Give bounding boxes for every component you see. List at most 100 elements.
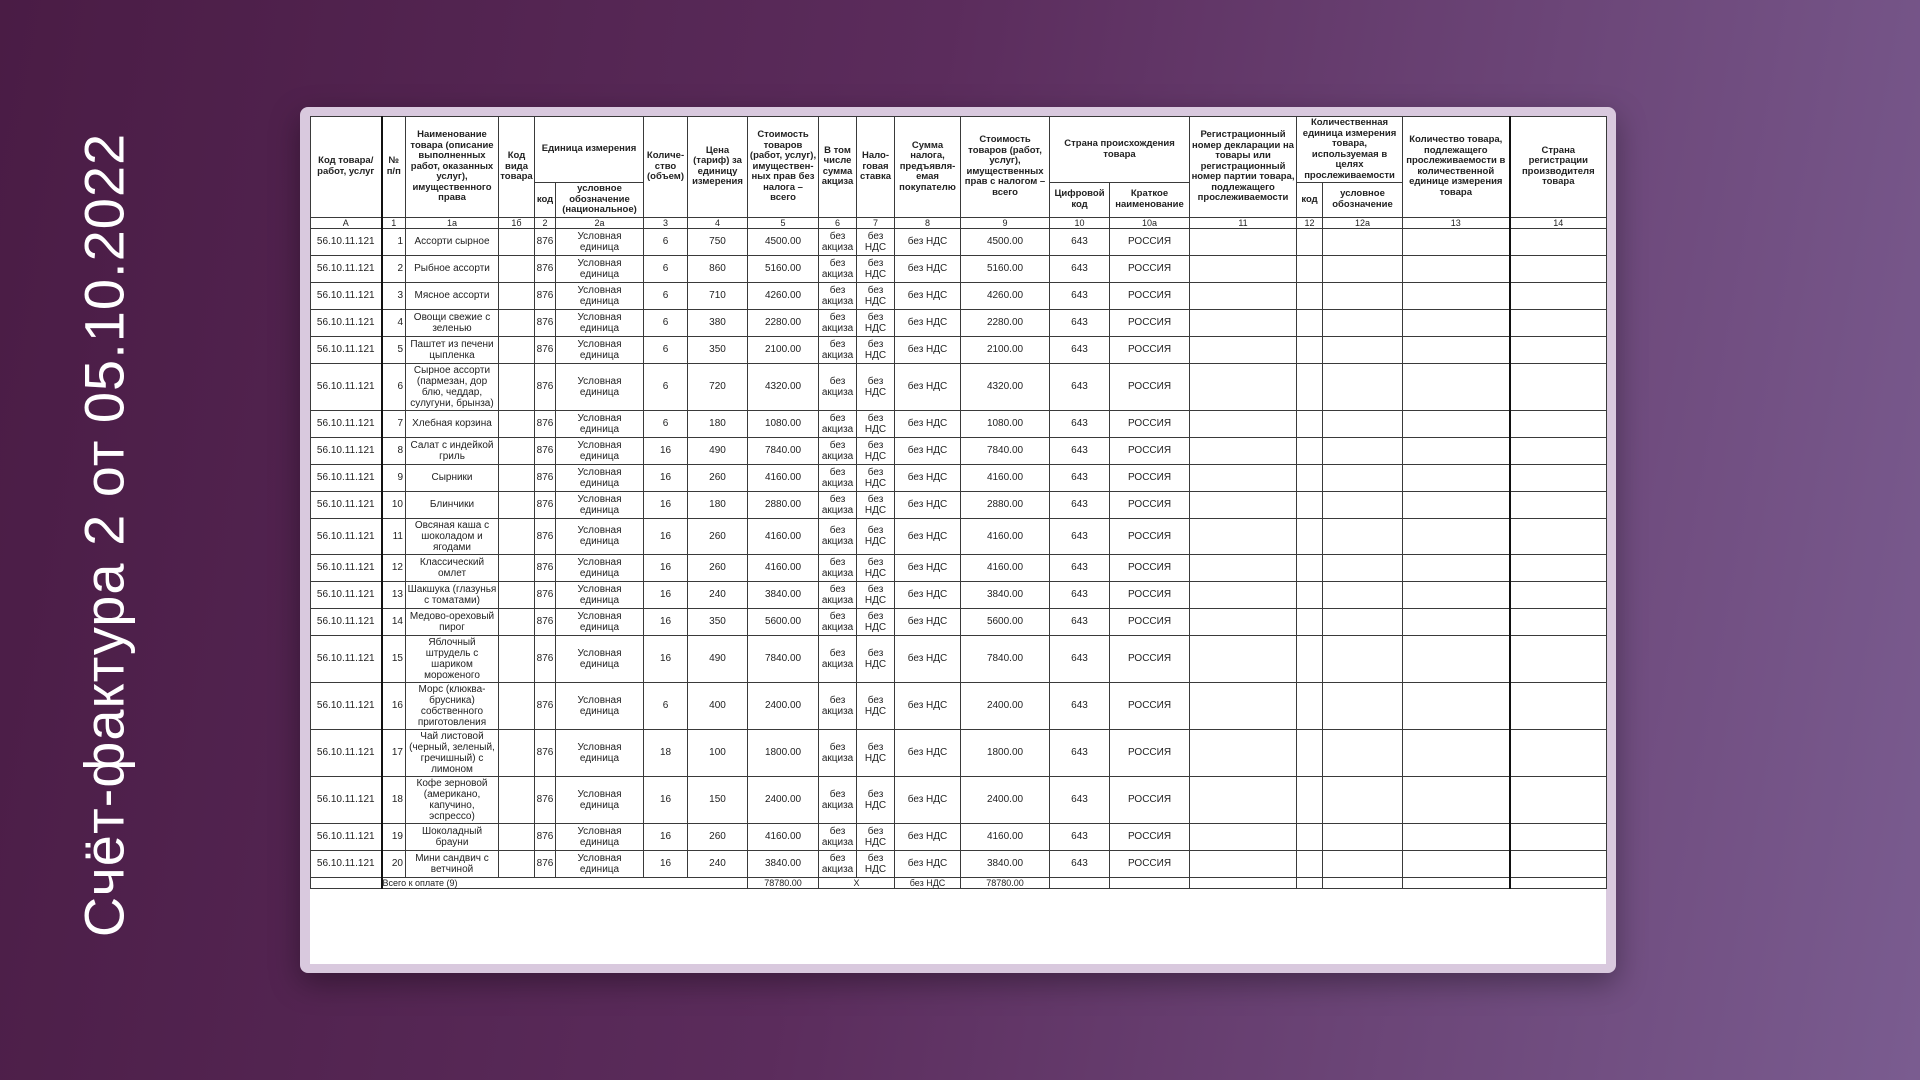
unit-name: Условная единица — [554, 822, 645, 851]
total: 7840.00 — [960, 634, 1051, 683]
trace-unit-name — [1322, 409, 1404, 438]
row-number: 6 — [380, 362, 406, 411]
price: 260 — [687, 822, 749, 851]
country-name: РОССИЯ — [1109, 463, 1191, 492]
column-number: 8 — [894, 216, 962, 229]
total-empty — [1189, 876, 1298, 889]
trace-unit-name — [1322, 436, 1404, 465]
trace-quantity — [1402, 580, 1511, 609]
kind-code — [498, 436, 535, 465]
row-number: 4 — [380, 308, 406, 337]
quantity: 6 — [643, 227, 689, 256]
unit-code: 876 — [534, 335, 556, 364]
tax-amount: без НДС — [894, 436, 962, 465]
total: 5600.00 — [960, 607, 1051, 636]
country-name: РОССИЯ — [1109, 227, 1191, 256]
total: 7840.00 — [960, 436, 1051, 465]
registration-country — [1508, 463, 1608, 492]
row-number: 9 — [380, 463, 406, 492]
trace-unit-code — [1296, 436, 1324, 465]
registration-country — [1508, 822, 1608, 851]
product-name: Кофе зерновой (американо, капучино, эспр… — [405, 775, 499, 824]
excise: без акциза — [818, 849, 858, 878]
row-number: 5 — [380, 335, 406, 364]
price: 490 — [687, 634, 749, 683]
registration-country — [1508, 254, 1608, 283]
price: 350 — [687, 607, 749, 636]
unit-code: 876 — [534, 580, 556, 609]
unit-name: Условная единица — [554, 335, 645, 364]
trace-quantity — [1402, 849, 1511, 878]
total: 2400.00 — [960, 775, 1051, 824]
header-cell: Стоимость товаров (работ, услуг), имущес… — [960, 116, 1051, 218]
tax-amount: без НДС — [894, 308, 962, 337]
cost: 2100.00 — [747, 335, 820, 364]
country-code: 643 — [1049, 490, 1111, 519]
header-cell: Количе-ство (объем) — [643, 116, 689, 218]
product-code: 56.10.11.121 — [310, 553, 382, 582]
country-name: РОССИЯ — [1109, 308, 1191, 337]
quantity: 16 — [643, 580, 689, 609]
quantity: 6 — [643, 409, 689, 438]
cost: 3840.00 — [747, 849, 820, 878]
trace-unit-name — [1322, 822, 1404, 851]
kind-code — [498, 822, 535, 851]
registration-country — [1508, 634, 1608, 683]
header-cell: Сумма налога, предъявля-емая покупателю — [894, 116, 962, 218]
kind-code — [498, 490, 535, 519]
header-cell: Код вида товара — [498, 116, 535, 218]
subheader-cell: код — [1296, 182, 1324, 218]
declaration-number — [1189, 517, 1298, 555]
total: 3840.00 — [960, 580, 1051, 609]
row-number: 1 — [380, 227, 406, 256]
cost: 3840.00 — [747, 580, 820, 609]
excise: без акциза — [818, 463, 858, 492]
registration-country — [1508, 490, 1608, 519]
column-number: 7 — [856, 216, 896, 229]
country-code: 643 — [1049, 308, 1111, 337]
unit-name: Условная единица — [554, 436, 645, 465]
registration-country — [1508, 553, 1608, 582]
header-cell: Код товара/ работ, услуг — [310, 116, 382, 218]
registration-country — [1508, 436, 1608, 465]
tax-rate: без НДС — [856, 281, 896, 310]
trace-quantity — [1402, 308, 1511, 337]
quantity: 16 — [643, 634, 689, 683]
unit-code: 876 — [534, 681, 556, 730]
trace-quantity — [1402, 463, 1511, 492]
trace-unit-name — [1322, 607, 1404, 636]
trace-quantity — [1402, 822, 1511, 851]
document-title: Счёт-фактура 2 от 05.10.2022 — [72, 132, 136, 938]
country-code: 643 — [1049, 607, 1111, 636]
country-name: РОССИЯ — [1109, 634, 1191, 683]
total: 1800.00 — [960, 728, 1051, 777]
unit-code: 876 — [534, 728, 556, 777]
row-number: 15 — [380, 634, 406, 683]
cost: 7840.00 — [747, 634, 820, 683]
excise: без акциза — [818, 308, 858, 337]
quantity: 16 — [643, 849, 689, 878]
tax-amount: без НДС — [894, 227, 962, 256]
price: 260 — [687, 553, 749, 582]
price: 260 — [687, 463, 749, 492]
product-code: 56.10.11.121 — [310, 634, 382, 683]
registration-country — [1508, 227, 1608, 256]
country-code: 643 — [1049, 463, 1111, 492]
unit-name: Условная единица — [554, 681, 645, 730]
unit-name: Условная единица — [554, 775, 645, 824]
header-cell: Единица измерения — [533, 116, 645, 183]
tax-rate: без НДС — [856, 308, 896, 337]
product-name: Паштет из печени цыпленка — [405, 335, 499, 364]
declaration-number — [1189, 463, 1298, 492]
total-empty — [1322, 876, 1404, 889]
header-cell: Нало-говая ставка — [856, 116, 896, 218]
tax-rate: без НДС — [856, 436, 896, 465]
country-code: 643 — [1049, 254, 1111, 283]
trace-unit-name — [1322, 681, 1404, 730]
excise: без акциза — [818, 681, 858, 730]
excise: без акциза — [818, 281, 858, 310]
column-number: 3 — [643, 216, 689, 229]
total: 2280.00 — [960, 308, 1051, 337]
tax-rate: без НДС — [856, 822, 896, 851]
